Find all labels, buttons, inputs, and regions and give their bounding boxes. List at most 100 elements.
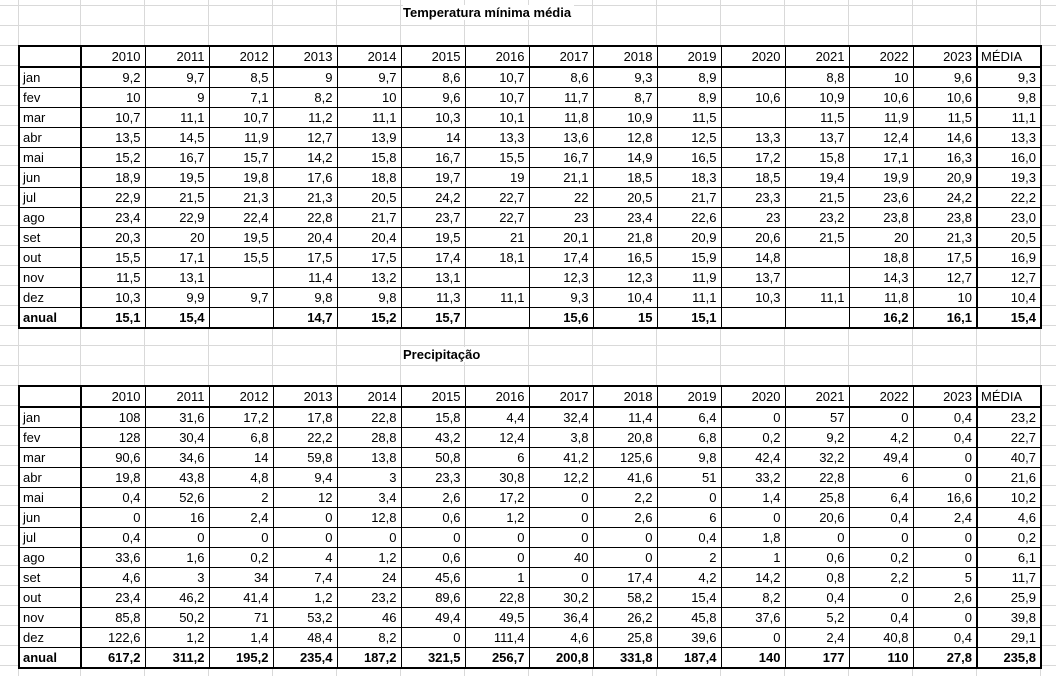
cell[interactable]: 25,8 bbox=[784, 487, 850, 508]
cell[interactable]: 9,8 bbox=[272, 287, 338, 308]
cell[interactable]: 8,2 bbox=[272, 87, 338, 108]
column-header[interactable]: 2010 bbox=[80, 45, 146, 68]
row-label[interactable]: nov bbox=[18, 607, 82, 628]
column-header[interactable]: 2022 bbox=[848, 385, 914, 408]
row-label[interactable]: jul bbox=[18, 527, 82, 548]
cell[interactable]: 50,2 bbox=[144, 607, 210, 628]
column-header[interactable]: MÉDIA bbox=[976, 45, 1042, 68]
cell[interactable]: 11,9 bbox=[208, 127, 274, 148]
cell[interactable]: 15,5 bbox=[208, 247, 274, 268]
cell[interactable]: 17,5 bbox=[336, 247, 402, 268]
cell[interactable]: 20,4 bbox=[272, 227, 338, 248]
cell[interactable]: 13,7 bbox=[720, 267, 786, 288]
cell[interactable]: 235,8 bbox=[976, 647, 1042, 669]
cell[interactable]: 9,8 bbox=[976, 87, 1042, 108]
row-label[interactable]: abr bbox=[18, 127, 82, 148]
cell[interactable]: 10,7 bbox=[80, 107, 146, 128]
cell[interactable]: 21,6 bbox=[976, 467, 1042, 488]
column-header[interactable]: 2019 bbox=[656, 45, 722, 68]
row-label[interactable]: jun bbox=[18, 167, 82, 188]
corner-cell[interactable] bbox=[18, 385, 82, 408]
cell[interactable]: 31,6 bbox=[144, 406, 210, 428]
cell[interactable]: 22,4 bbox=[208, 207, 274, 228]
row-label[interactable]: mai bbox=[18, 147, 82, 168]
cell[interactable]: 2,4 bbox=[912, 507, 978, 528]
cell[interactable]: 0 bbox=[720, 406, 786, 428]
column-header[interactable]: 2022 bbox=[848, 45, 914, 68]
column-header[interactable]: 2021 bbox=[784, 385, 850, 408]
cell[interactable]: 30,4 bbox=[144, 427, 210, 448]
cell[interactable]: 8,2 bbox=[720, 587, 786, 608]
row-label[interactable]: jul bbox=[18, 187, 82, 208]
cell[interactable]: 46 bbox=[336, 607, 402, 628]
cell[interactable]: 0 bbox=[528, 507, 594, 528]
cell[interactable]: 33,6 bbox=[80, 547, 146, 568]
cell[interactable]: 10,6 bbox=[720, 87, 786, 108]
cell[interactable]: 2,4 bbox=[208, 507, 274, 528]
cell[interactable]: 0 bbox=[592, 547, 658, 568]
cell[interactable]: 6,8 bbox=[208, 427, 274, 448]
cell[interactable]: 15,1 bbox=[80, 307, 146, 329]
cell[interactable]: 2,6 bbox=[592, 507, 658, 528]
cell[interactable]: 71 bbox=[208, 607, 274, 628]
cell[interactable]: 0 bbox=[720, 627, 786, 648]
cell[interactable]: 8,9 bbox=[656, 87, 722, 108]
cell[interactable]: 18,9 bbox=[80, 167, 146, 188]
row-label[interactable]: dez bbox=[18, 627, 82, 648]
cell[interactable]: 0,4 bbox=[784, 587, 850, 608]
column-header[interactable]: 2018 bbox=[592, 45, 658, 68]
cell[interactable]: 22,8 bbox=[336, 406, 402, 428]
cell[interactable]: 3,8 bbox=[528, 427, 594, 448]
cell[interactable]: 23 bbox=[720, 207, 786, 228]
cell[interactable]: 2,6 bbox=[912, 587, 978, 608]
cell[interactable]: 12,5 bbox=[656, 127, 722, 148]
cell[interactable]: 26,2 bbox=[592, 607, 658, 628]
cell[interactable]: 256,7 bbox=[464, 647, 530, 669]
cell[interactable]: 15,2 bbox=[80, 147, 146, 168]
cell[interactable]: 617,2 bbox=[80, 647, 146, 669]
cell[interactable]: 14,3 bbox=[848, 267, 914, 288]
cell[interactable]: 187,2 bbox=[336, 647, 402, 669]
cell[interactable]: 25,9 bbox=[976, 587, 1042, 608]
cell[interactable]: 24 bbox=[336, 567, 402, 588]
cell[interactable]: 14 bbox=[400, 127, 466, 148]
cell[interactable]: 16,1 bbox=[912, 307, 978, 329]
cell[interactable]: 16,2 bbox=[848, 307, 914, 329]
cell[interactable]: 11,1 bbox=[656, 287, 722, 308]
cell[interactable]: 52,6 bbox=[144, 487, 210, 508]
cell[interactable]: 10,7 bbox=[208, 107, 274, 128]
cell[interactable]: 0 bbox=[848, 587, 914, 608]
cell[interactable]: 11,1 bbox=[784, 287, 850, 308]
cell[interactable]: 0,2 bbox=[848, 547, 914, 568]
cell[interactable]: 17,5 bbox=[912, 247, 978, 268]
cell[interactable]: 16 bbox=[144, 507, 210, 528]
cell[interactable] bbox=[784, 307, 850, 329]
cell[interactable]: 10 bbox=[80, 87, 146, 108]
cell[interactable]: 8,5 bbox=[208, 66, 274, 88]
cell[interactable]: 8,6 bbox=[400, 66, 466, 88]
cell[interactable] bbox=[464, 267, 530, 288]
cell[interactable]: 9,9 bbox=[144, 287, 210, 308]
cell[interactable]: 23,4 bbox=[80, 587, 146, 608]
cell[interactable]: 22,8 bbox=[272, 207, 338, 228]
cell[interactable] bbox=[208, 307, 274, 329]
cell[interactable] bbox=[720, 107, 786, 128]
row-label[interactable]: fev bbox=[18, 427, 82, 448]
cell[interactable]: 9,3 bbox=[976, 66, 1042, 88]
cell[interactable]: 20,5 bbox=[336, 187, 402, 208]
cell[interactable]: 20 bbox=[848, 227, 914, 248]
cell[interactable]: 17,4 bbox=[592, 567, 658, 588]
cell[interactable]: 4,2 bbox=[848, 427, 914, 448]
cell[interactable]: 0 bbox=[848, 527, 914, 548]
cell[interactable]: 39,6 bbox=[656, 627, 722, 648]
cell[interactable]: 20,9 bbox=[656, 227, 722, 248]
cell[interactable]: 59,8 bbox=[272, 447, 338, 468]
cell[interactable]: 195,2 bbox=[208, 647, 274, 669]
cell[interactable]: 6 bbox=[848, 467, 914, 488]
column-header[interactable]: 2011 bbox=[144, 45, 210, 68]
column-header[interactable]: MÉDIA bbox=[976, 385, 1042, 408]
cell[interactable]: 16,9 bbox=[976, 247, 1042, 268]
cell[interactable]: 20,8 bbox=[592, 427, 658, 448]
cell[interactable]: 14,9 bbox=[592, 147, 658, 168]
cell[interactable]: 177 bbox=[784, 647, 850, 669]
